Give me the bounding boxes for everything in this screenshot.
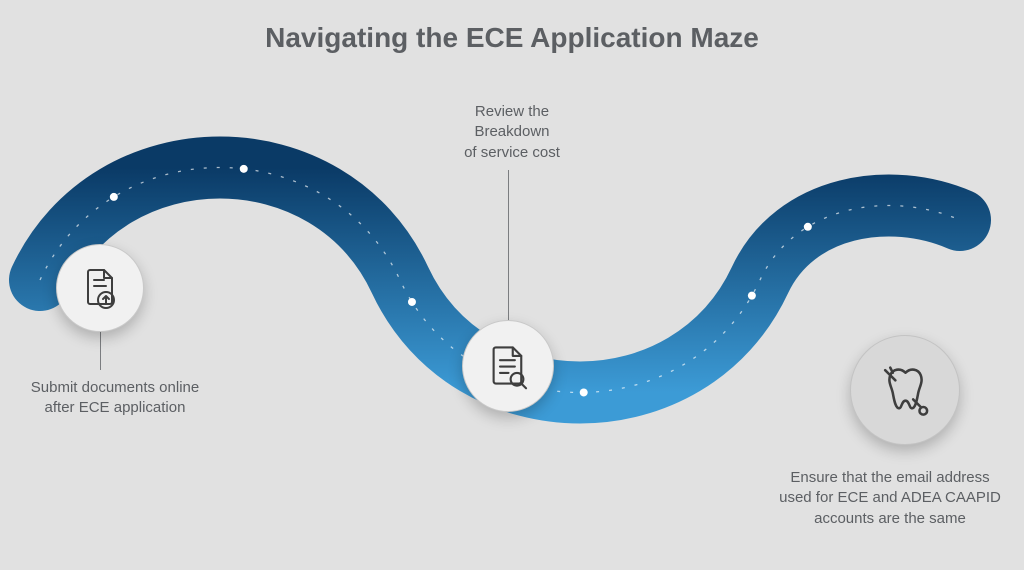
step-1-node xyxy=(56,244,144,332)
step-1-label: Submit documents onlineafter ECE applica… xyxy=(15,378,215,419)
infographic-canvas: Navigating the ECE Application Maze Subm… xyxy=(0,0,1024,570)
step-3-label: Ensure that the email addressused for EC… xyxy=(760,468,1020,529)
step-2-connector xyxy=(508,170,509,320)
page-title: Navigating the ECE Application Maze xyxy=(0,22,1024,54)
document-upload-icon xyxy=(76,264,124,312)
step-2-node xyxy=(462,320,554,412)
step-2-label: Review theBreakdownof service cost xyxy=(432,102,592,163)
step-1-connector xyxy=(100,332,101,370)
document-search-icon xyxy=(483,341,534,392)
tooth-tools-icon xyxy=(875,360,936,421)
step-3-node xyxy=(850,335,960,445)
